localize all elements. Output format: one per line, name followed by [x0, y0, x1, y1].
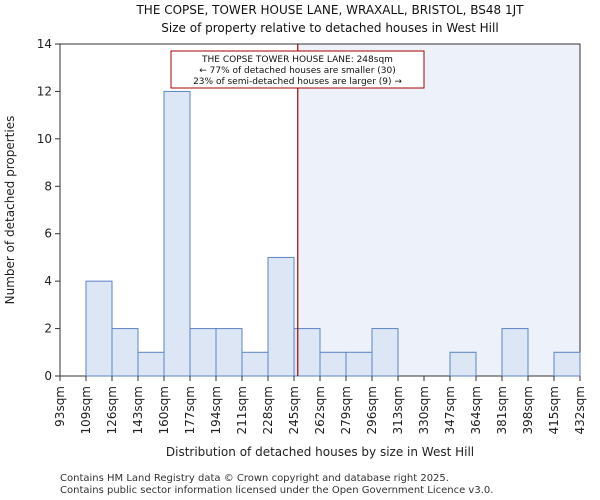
footer-copyright: Contains HM Land Registry data © Crown c… — [60, 473, 449, 484]
histogram-bar — [449, 351, 477, 377]
histogram-bar — [85, 280, 113, 377]
histogram-bar — [501, 328, 529, 377]
x-tick-label: 143sqm — [131, 386, 145, 434]
histogram-bar — [111, 328, 139, 377]
x-tick-label: 296sqm — [365, 386, 379, 434]
x-tick-label: 330sqm — [417, 386, 431, 434]
x-tick-label: 194sqm — [209, 386, 223, 434]
x-tick-label: 160sqm — [157, 386, 171, 434]
x-tick-label: 364sqm — [469, 386, 483, 434]
x-tick-label: 347sqm — [443, 386, 457, 434]
histogram-bar — [371, 328, 399, 377]
y-tick-label: 14 — [37, 37, 52, 51]
annotation-line3: 23% of semi-detached houses are larger (… — [193, 77, 402, 87]
histogram-bar — [215, 328, 243, 377]
y-tick-label: 10 — [37, 132, 52, 146]
histogram-bar — [319, 351, 347, 377]
annotation-line1: THE COPSE TOWER HOUSE LANE: 248sqm — [201, 55, 393, 65]
y-axis-label: Number of detached properties — [3, 116, 17, 305]
x-axis-label: Distribution of detached houses by size … — [166, 445, 474, 459]
x-tick-label: 109sqm — [79, 386, 93, 434]
histogram-bar — [189, 328, 217, 377]
x-tick-label: 415sqm — [547, 386, 561, 434]
y-tick-label: 4 — [44, 274, 52, 288]
x-tick-label: 398sqm — [521, 386, 535, 434]
footer-licence: Contains public sector information licen… — [60, 485, 494, 496]
plot-area: 0 2 4 6 8 10 12 14 93sqm 109sqm 126sqm 143sqm 160sqm… — [37, 37, 587, 434]
x-tick-label: 313sqm — [391, 386, 405, 434]
y-tick-label: 6 — [44, 227, 52, 241]
annotation-box — [170, 50, 425, 89]
x-tick-label: 245sqm — [287, 386, 301, 434]
x-tick-label: 177sqm — [183, 386, 197, 434]
x-tick-label: 126sqm — [105, 386, 119, 434]
chart-title: THE COPSE, TOWER HOUSE LANE, WRAXALL, BR… — [135, 3, 524, 17]
annotation-line2: ← 77% of detached houses are smaller (30… — [199, 66, 396, 76]
histogram-bar — [137, 351, 165, 377]
x-tick-label: 381sqm — [495, 386, 509, 434]
histogram-chart: THE COPSE, TOWER HOUSE LANE, WRAXALL, BR… — [3, 3, 587, 459]
x-tick-label: 432sqm — [573, 386, 587, 434]
histogram-bar — [345, 351, 373, 377]
y-tick-label: 2 — [44, 322, 52, 336]
histogram-bar — [163, 90, 191, 377]
x-tick-label: 262sqm — [313, 386, 327, 434]
y-tick-label: 12 — [37, 84, 52, 98]
x-tick-label: 211sqm — [235, 386, 249, 434]
y-tick-label: 0 — [44, 369, 52, 383]
histogram-bar — [553, 351, 581, 377]
histogram-bar — [241, 351, 269, 377]
x-tick-label: 228sqm — [261, 386, 275, 434]
x-tick-label: 93sqm — [53, 386, 67, 427]
x-tick-label: 279sqm — [339, 386, 353, 434]
larger-region-highlight — [297, 44, 580, 376]
histogram-bar — [267, 256, 295, 377]
y-tick-label: 8 — [44, 179, 52, 193]
chart-subtitle: Size of property relative to detached ho… — [161, 21, 498, 35]
